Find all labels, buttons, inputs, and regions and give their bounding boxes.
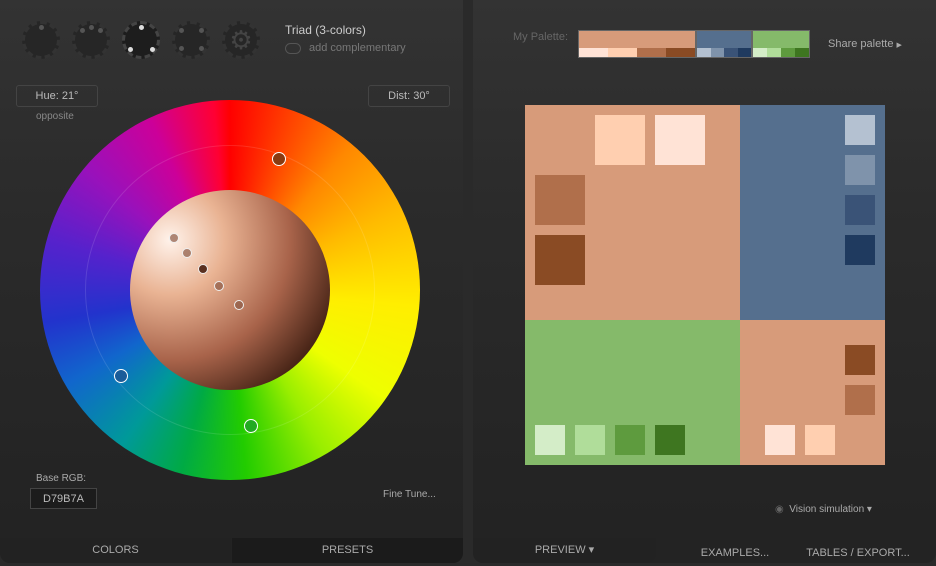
vision-simulation-dropdown[interactable]: ◉ Vision simulation ▾ — [775, 504, 872, 515]
complementary-toggle[interactable] — [285, 43, 301, 54]
complementary-label: add complementary — [309, 42, 406, 54]
palette-group[interactable] — [578, 30, 696, 58]
mode-dot — [128, 47, 133, 52]
preview-swatch — [845, 155, 875, 185]
vision-label: Vision simulation — [789, 504, 865, 515]
palette-shade-swatch[interactable] — [666, 48, 695, 57]
mode-dot — [199, 28, 204, 33]
palette-shade-swatch[interactable] — [637, 48, 666, 57]
shade-handle[interactable] — [182, 248, 192, 258]
shade-handle[interactable] — [214, 281, 224, 291]
preview-swatch — [615, 425, 645, 455]
preview-swatch — [655, 115, 705, 165]
mode-dot — [179, 46, 184, 51]
shade-handle[interactable] — [198, 264, 208, 274]
my-palette[interactable] — [578, 30, 810, 58]
fine-tune-link[interactable]: Fine Tune... — [383, 489, 436, 500]
palette-shade-swatch[interactable] — [608, 48, 637, 57]
hue-handle-tertiary[interactable] — [244, 419, 258, 433]
preview-swatch — [765, 425, 795, 455]
preview-swatch — [535, 235, 585, 285]
preview-swatch — [535, 175, 585, 225]
tab-preview-label: PREVIEW — [534, 544, 586, 556]
mode-button[interactable] — [72, 21, 110, 59]
tab-tables-export[interactable]: TABLES / EXPORT... — [806, 547, 910, 559]
preview-swatch — [845, 385, 875, 415]
palette-shade-swatch[interactable] — [724, 48, 738, 57]
preview-swatch — [575, 425, 605, 455]
palette-shade-swatch[interactable] — [795, 48, 809, 57]
preview-swatch — [655, 425, 685, 455]
mode-dot — [98, 28, 103, 33]
shade-handle[interactable] — [169, 233, 179, 243]
palette-shade-row — [697, 48, 751, 57]
mode-triad-icon — [125, 24, 157, 56]
base-rgb-input[interactable]: D79B7A — [30, 488, 97, 509]
tab-examples[interactable]: EXAMPLES... — [700, 547, 770, 559]
palette-shade-row — [753, 48, 809, 57]
mode-analogic-icon — [75, 24, 107, 56]
preview-canvas — [525, 105, 885, 465]
palette-main-swatch[interactable] — [579, 31, 695, 48]
mode-mono-icon — [25, 24, 57, 56]
hue-sub: opposite — [36, 111, 74, 122]
hue-handle-primary[interactable] — [272, 152, 286, 166]
palette-shade-row — [579, 48, 695, 57]
mode-dot — [150, 47, 155, 52]
palette-shade-swatch[interactable] — [697, 48, 711, 57]
preview-swatch — [595, 115, 645, 165]
tab-presets[interactable]: PRESETS — [232, 538, 463, 563]
mode-dot — [139, 25, 144, 30]
mode-button[interactable] — [122, 21, 160, 59]
preview-swatch — [805, 425, 835, 455]
wheel-guide-ring — [85, 145, 375, 435]
palette-shade-swatch[interactable] — [767, 48, 781, 57]
palette-shade-swatch[interactable] — [579, 48, 608, 57]
palette-label: My Palette: — [513, 31, 569, 43]
mode-button[interactable]: ⚙ — [222, 21, 260, 59]
mode-custom-gear-icon: ⚙ — [229, 25, 253, 55]
palette-group[interactable] — [752, 30, 810, 58]
palette-main-swatch[interactable] — [753, 31, 809, 48]
palette-shade-swatch[interactable] — [710, 48, 724, 57]
mode-dot — [89, 25, 94, 30]
palette-main-swatch[interactable] — [697, 31, 751, 48]
mode-button[interactable] — [172, 21, 210, 59]
saturation-brightness-disc[interactable] — [130, 190, 330, 390]
preview-swatch — [845, 115, 875, 145]
shade-handle[interactable] — [234, 300, 244, 310]
mode-dot — [179, 28, 184, 33]
dist-field[interactable]: Dist: 30° — [368, 85, 450, 107]
preview-swatch — [845, 345, 875, 375]
preview-swatch — [845, 235, 875, 265]
mode-dot — [39, 25, 44, 30]
share-palette-button[interactable]: Share palette ▶ — [828, 38, 902, 50]
base-rgb-label: Base RGB: — [36, 473, 87, 484]
hue-field[interactable]: Hue: 21° — [16, 85, 98, 107]
mode-button[interactable] — [22, 21, 60, 59]
palette-shade-swatch[interactable] — [781, 48, 795, 57]
share-label: Share palette — [828, 38, 894, 50]
hue-handle-secondary[interactable] — [114, 369, 128, 383]
eye-icon: ◉ — [775, 504, 784, 515]
palette-shade-swatch[interactable] — [737, 48, 751, 57]
mode-tetrad-icon — [175, 24, 207, 56]
tab-colors[interactable]: COLORS — [0, 538, 231, 563]
palette-group[interactable] — [696, 30, 752, 58]
preview-swatch — [845, 195, 875, 225]
mode-dot — [80, 28, 85, 33]
palette-shade-swatch[interactable] — [753, 48, 767, 57]
tab-preview[interactable]: PREVIEW ▾ — [473, 538, 656, 563]
color-wheel-panel: Triad (3-colors) add complementary Hue: … — [0, 0, 463, 563]
scheme-title: Triad (3-colors) — [285, 23, 366, 37]
caret-right-icon: ▶ — [896, 42, 902, 49]
mode-dot — [199, 46, 204, 51]
preview-swatch — [535, 425, 565, 455]
